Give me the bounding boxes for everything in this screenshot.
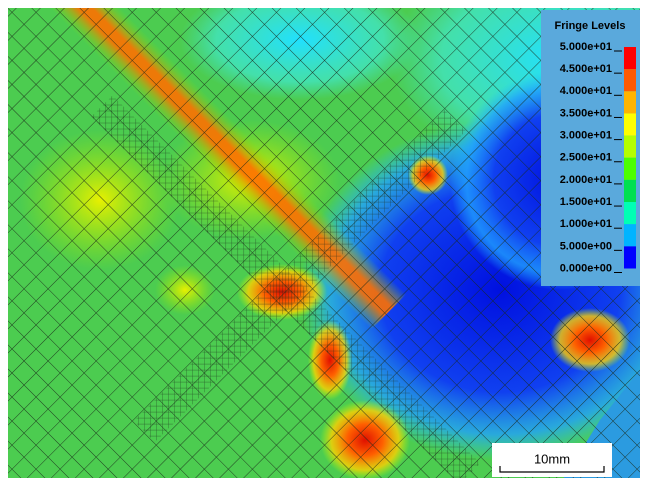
legend-swatch — [624, 202, 636, 224]
legend-level: 1.500e+01 — [560, 196, 612, 208]
legend-swatch — [624, 180, 636, 202]
legend-title: Fringe Levels — [555, 20, 626, 32]
legend-swatch — [624, 158, 636, 180]
legend-level: 5.000e+01 — [560, 41, 612, 53]
legend-level: 3.500e+01 — [560, 107, 612, 119]
legend-level: 4.000e+01 — [560, 85, 612, 97]
legend-swatch — [624, 91, 636, 113]
legend-level: 1.000e+01 — [560, 218, 612, 230]
legend-swatch — [624, 69, 636, 91]
scale-bar-label: 10mm — [534, 451, 570, 466]
legend-swatch — [624, 136, 636, 158]
legend-level: 2.500e+01 — [560, 152, 612, 164]
legend-swatch — [624, 224, 636, 246]
legend-swatch — [624, 47, 636, 69]
fringe-plot-screenshot: Fringe Levels 5.000e+01 4.500e+01 4.000e+0… — [0, 0, 648, 484]
legend-swatch — [624, 113, 636, 135]
legend-level: 4.500e+01 — [560, 63, 612, 75]
legend-level: 0.000e+00 — [560, 262, 612, 274]
legend-level: 5.000e+00 — [560, 240, 612, 252]
scale-bar: 10mm — [492, 443, 612, 477]
legend-level: 2.000e+01 — [560, 174, 612, 186]
fringe-legend: Fringe Levels 5.000e+01 4.500e+01 4.000e+0… — [541, 10, 640, 286]
legend-swatch — [624, 246, 636, 268]
legend-level: 3.000e+01 — [560, 130, 612, 142]
